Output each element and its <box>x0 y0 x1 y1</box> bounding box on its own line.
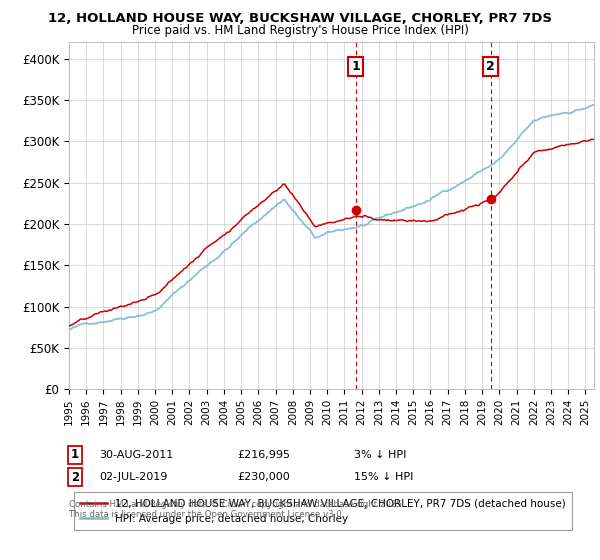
Text: Contains HM Land Registry data © Crown copyright and database right 2025.
This d: Contains HM Land Registry data © Crown c… <box>69 500 404 519</box>
Text: 15% ↓ HPI: 15% ↓ HPI <box>354 472 413 482</box>
Text: £216,995: £216,995 <box>237 450 290 460</box>
Text: 30-AUG-2011: 30-AUG-2011 <box>99 450 173 460</box>
Text: 2: 2 <box>71 470 79 484</box>
Text: 12, HOLLAND HOUSE WAY, BUCKSHAW VILLAGE, CHORLEY, PR7 7DS: 12, HOLLAND HOUSE WAY, BUCKSHAW VILLAGE,… <box>48 12 552 25</box>
Text: 2: 2 <box>487 60 495 73</box>
Text: 02-JUL-2019: 02-JUL-2019 <box>99 472 167 482</box>
Text: £230,000: £230,000 <box>237 472 290 482</box>
Text: 1: 1 <box>352 60 361 73</box>
Text: 3% ↓ HPI: 3% ↓ HPI <box>354 450 406 460</box>
Text: 1: 1 <box>71 448 79 461</box>
Text: Price paid vs. HM Land Registry's House Price Index (HPI): Price paid vs. HM Land Registry's House … <box>131 24 469 37</box>
Legend: 12, HOLLAND HOUSE WAY, BUCKSHAW VILLAGE, CHORLEY, PR7 7DS (detached house), HPI:: 12, HOLLAND HOUSE WAY, BUCKSHAW VILLAGE,… <box>74 492 572 530</box>
